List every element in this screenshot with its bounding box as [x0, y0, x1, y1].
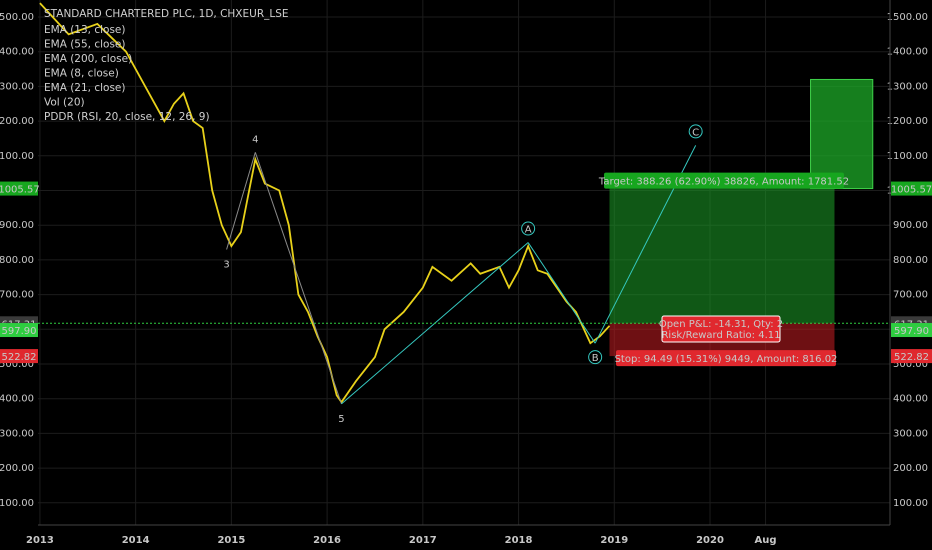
- x-tick-label: 2014: [122, 535, 150, 546]
- y-tick-label-left: 1300.00: [0, 81, 34, 92]
- y-tick-label-left: 900.00: [0, 220, 34, 231]
- rr-label: Risk/Reward Ratio: 4.11: [661, 330, 780, 341]
- price-tag: [891, 323, 932, 338]
- wave-label: 3: [223, 259, 229, 270]
- y-tick-label-left: 300.00: [0, 428, 34, 439]
- wave-line: [254, 152, 342, 405]
- price-tag-label: 597.90: [894, 326, 929, 337]
- y-tick-label: 100.00: [893, 498, 928, 509]
- wave-label: C: [692, 127, 699, 138]
- y-tick-label: 700.00: [893, 290, 928, 301]
- legend-entry: Vol (20): [44, 97, 85, 109]
- legend-title: STANDARD CHARTERED PLC, 1D, CHXEUR_LSE: [44, 8, 289, 20]
- y-tick-label: 400.00: [893, 394, 928, 405]
- price-tag: [0, 349, 38, 364]
- wave-line: [226, 152, 256, 250]
- y-tick-label-left: 700.00: [0, 290, 34, 301]
- legend-entry: EMA (21, close): [44, 82, 126, 94]
- y-tick-label-left: 1500.00: [0, 12, 34, 23]
- price-tag-label: 522.82: [894, 352, 929, 363]
- price-tag-label: 1005.57: [891, 185, 932, 196]
- position-label: Stop: 94.49 (15.31%) 9449, Amount: 816.0…: [615, 354, 838, 365]
- legend-entry: EMA (8, close): [44, 68, 119, 80]
- pnl-label: Open P&L: -14.31, Qty: 2: [659, 319, 783, 330]
- y-tick-label: 1400.00: [887, 47, 928, 58]
- x-tick-label: 2018: [505, 535, 533, 546]
- legend-entry: EMA (55, close): [44, 39, 126, 51]
- price-tag-label: 1005.57: [0, 185, 40, 196]
- x-tick-label: Aug: [755, 535, 777, 546]
- x-tick-label: 2017: [409, 535, 437, 546]
- wave-label: B: [592, 353, 599, 364]
- profit-zone: [609, 188, 835, 324]
- price-tag: [0, 181, 38, 196]
- y-tick-label-left: 1100.00: [0, 151, 34, 162]
- y-tick-label: 1300.00: [887, 81, 928, 92]
- wave-circle: [588, 350, 603, 365]
- y-tick-label-left: 1200.00: [0, 116, 34, 127]
- y-tick-label: 1200.00: [887, 116, 928, 127]
- y-tick-label: 900.00: [893, 220, 928, 231]
- legend-entry: EMA (200, close): [44, 53, 132, 65]
- x-tick-label: 2020: [696, 535, 724, 546]
- pnl-box: [661, 315, 781, 343]
- y-tick-label-left: 200.00: [0, 463, 34, 474]
- label-box: [604, 172, 844, 189]
- wave-circle: [521, 221, 536, 236]
- y-tick-label: 1500.00: [887, 12, 928, 23]
- price-tag: [891, 181, 932, 196]
- y-tick-label: 200.00: [893, 463, 928, 474]
- y-tick-label-left: 800.00: [0, 255, 34, 266]
- y-tick-label: 800.00: [893, 255, 928, 266]
- price-tag: [891, 349, 932, 364]
- x-tick-label: 2019: [600, 535, 628, 546]
- wave-circle: [688, 124, 703, 139]
- y-tick-label-left: 1400.00: [0, 47, 34, 58]
- legend-entry: PDDR (RSI, 20, close, 12, 26, 9): [44, 111, 210, 123]
- y-tick-label: 500.00: [893, 359, 928, 370]
- wave-label: 4: [252, 134, 258, 145]
- x-tick-label: 2013: [26, 535, 54, 546]
- x-tick-label: 2016: [313, 535, 341, 546]
- price-tag: [0, 323, 38, 338]
- wave-label: 5: [338, 414, 344, 425]
- position-label: Target: 388.26 (62.90%) 38826, Amount: 1…: [598, 177, 849, 188]
- legend-entry: EMA (13, close): [44, 24, 126, 36]
- y-tick-label-left: 100.00: [0, 498, 34, 509]
- y-tick-label-left: 400.00: [0, 394, 34, 405]
- y-tick-label-left: 500.00: [0, 359, 34, 370]
- price-tag-label: 597.90: [2, 326, 37, 337]
- wave-label: A: [525, 225, 532, 236]
- label-box: [616, 350, 836, 367]
- target-box: [810, 78, 874, 190]
- y-tick-label: 300.00: [893, 428, 928, 439]
- y-tick-label: 1100.00: [887, 151, 928, 162]
- price-line: [39, 2, 611, 404]
- price-tag-label: 522.82: [2, 352, 37, 363]
- x-tick-label: 2015: [217, 535, 245, 546]
- wave-line: [527, 242, 596, 344]
